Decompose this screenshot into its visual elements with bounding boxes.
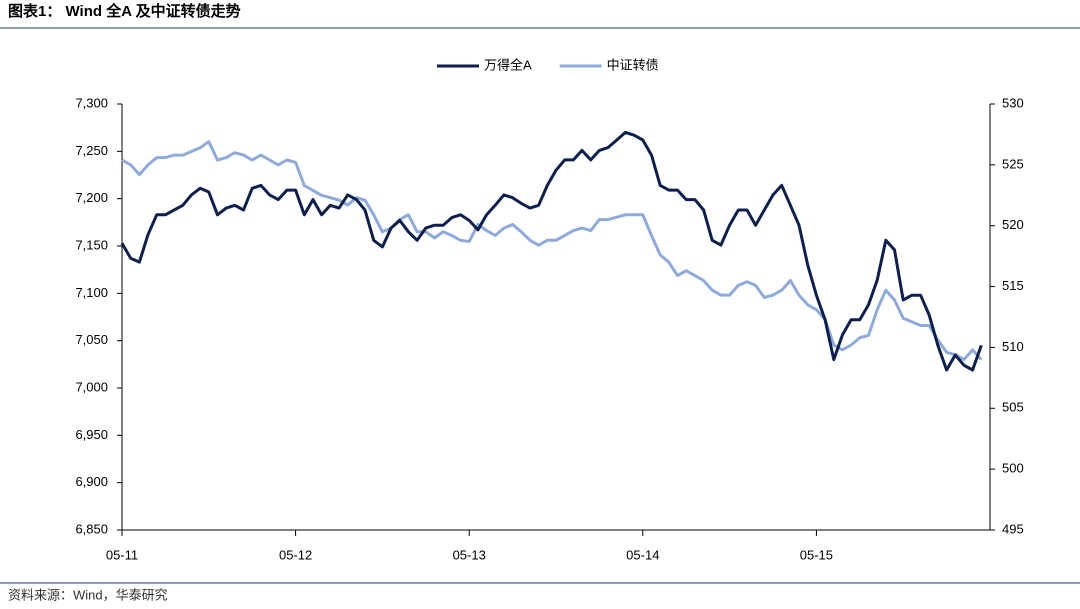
y2-tick-label: 495 [1002,521,1024,536]
y2-tick-label: 515 [1002,278,1024,293]
x-tick-label: 05-12 [279,547,312,562]
y-tick-label: 6,950 [75,427,108,442]
y2-tick-label: 500 [1002,461,1024,476]
y-tick-label: 7,150 [75,237,108,252]
x-tick-label: 05-14 [626,547,659,562]
legend-label: 中证转债 [607,57,659,72]
y-tick-label: 7,050 [75,332,108,347]
y2-tick-label: 505 [1002,400,1024,415]
y-tick-label: 6,900 [75,474,108,489]
y2-tick-label: 530 [1002,95,1024,110]
chart-title: 图表1： Wind 全A 及中证转债走势 [8,2,241,20]
y-tick-label: 7,250 [75,143,108,158]
source-note: 资料来源：Wind，华泰研究 [8,587,168,602]
x-tick-label: 05-13 [453,547,486,562]
series-line [120,130,983,372]
series-line [121,140,983,362]
y2-tick-label: 525 [1002,156,1024,171]
y-tick-label: 7,100 [75,285,108,300]
legend-label: 万得全A [484,57,532,72]
y2-tick-label: 510 [1002,339,1024,354]
y-tick-label: 7,000 [75,379,108,394]
y-tick-label: 6,850 [75,521,108,536]
x-tick-label: 05-15 [800,547,833,562]
x-tick-label: 05-11 [106,547,138,562]
y-tick-label: 7,200 [75,190,108,205]
y2-tick-label: 520 [1002,217,1024,232]
y-tick-label: 7,300 [75,95,108,110]
